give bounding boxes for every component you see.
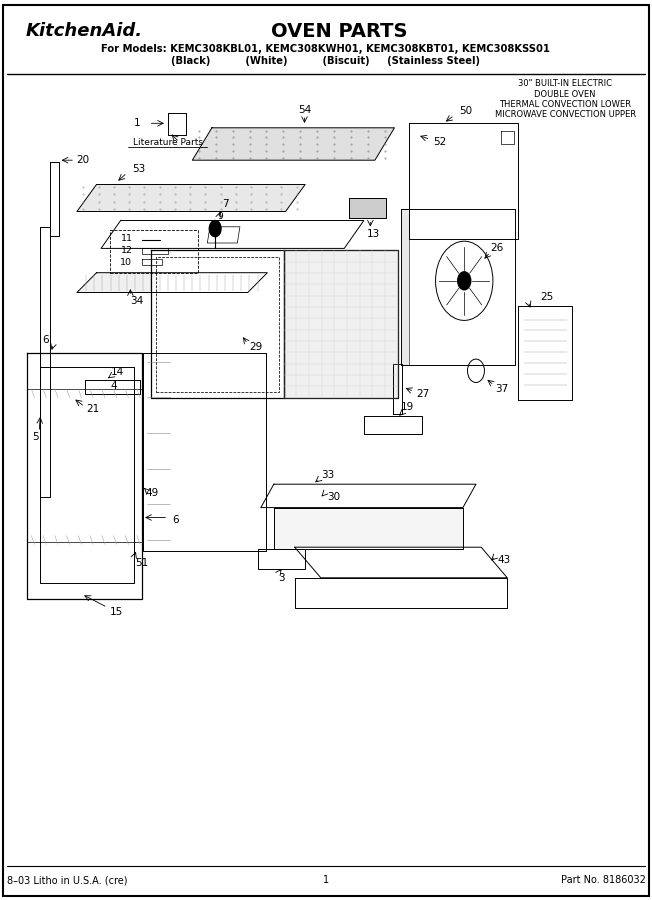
Circle shape <box>458 272 471 290</box>
Text: 37: 37 <box>496 383 509 394</box>
Text: 43: 43 <box>497 554 511 565</box>
Text: 21: 21 <box>86 404 99 415</box>
Text: 51: 51 <box>136 557 149 568</box>
Text: 30: 30 <box>327 491 340 502</box>
Polygon shape <box>284 250 398 398</box>
Polygon shape <box>295 578 507 608</box>
Polygon shape <box>50 162 59 236</box>
Text: 50: 50 <box>460 105 473 116</box>
Polygon shape <box>401 209 409 364</box>
Text: Part No. 8186032: Part No. 8186032 <box>561 875 645 886</box>
Text: 1: 1 <box>323 875 329 886</box>
Text: 14: 14 <box>111 366 124 377</box>
Text: 49: 49 <box>145 488 158 499</box>
Polygon shape <box>295 547 507 578</box>
Polygon shape <box>258 549 305 569</box>
Polygon shape <box>151 250 284 398</box>
Text: (Black)          (White)          (Biscuit)     (Stainless Steel): (Black) (White) (Biscuit) (Stainless Ste… <box>171 56 481 67</box>
Polygon shape <box>261 484 476 508</box>
Text: 4: 4 <box>110 381 117 392</box>
Text: Literature Parts: Literature Parts <box>132 138 203 147</box>
Text: 33: 33 <box>321 470 334 481</box>
Text: 5: 5 <box>32 431 38 442</box>
Text: 19: 19 <box>401 401 414 412</box>
Text: 12: 12 <box>121 246 133 255</box>
Text: 29: 29 <box>250 342 263 353</box>
Text: 20: 20 <box>76 155 89 166</box>
Text: 26: 26 <box>490 243 503 254</box>
Text: 34: 34 <box>130 296 143 307</box>
Text: 25: 25 <box>540 292 553 302</box>
Text: 54: 54 <box>298 104 311 115</box>
Polygon shape <box>401 209 515 364</box>
Circle shape <box>209 220 221 237</box>
Bar <box>156 256 279 392</box>
Text: 3: 3 <box>278 572 285 583</box>
Text: KitchenAid.: KitchenAid. <box>26 22 143 40</box>
Text: 53: 53 <box>132 164 145 175</box>
Text: 6: 6 <box>42 335 49 346</box>
Polygon shape <box>393 364 402 414</box>
Polygon shape <box>274 508 463 549</box>
Text: 9: 9 <box>218 212 223 221</box>
Polygon shape <box>101 220 364 248</box>
Polygon shape <box>77 184 305 212</box>
Text: 1: 1 <box>134 118 140 129</box>
Bar <box>110 230 198 273</box>
Polygon shape <box>27 353 142 598</box>
Text: 27: 27 <box>416 389 429 400</box>
Polygon shape <box>168 112 186 135</box>
Text: 11: 11 <box>121 234 133 243</box>
Polygon shape <box>364 416 422 434</box>
Text: 10: 10 <box>120 258 132 267</box>
Polygon shape <box>349 198 386 218</box>
Text: 52: 52 <box>434 137 447 148</box>
Text: For Models: KEMC308KBL01, KEMC308KWH01, KEMC308KBT01, KEMC308KSS01: For Models: KEMC308KBL01, KEMC308KWH01, … <box>102 43 550 54</box>
Text: OVEN PARTS: OVEN PARTS <box>271 22 408 41</box>
Text: 8–03 Litho in U.S.A. (cre): 8–03 Litho in U.S.A. (cre) <box>7 875 127 886</box>
Polygon shape <box>518 306 572 400</box>
Text: 30" BUILT-IN ELECTRIC
DOUBLE OVEN
THERMAL CONVECTION LOWER
MICROWAVE CONVECTION : 30" BUILT-IN ELECTRIC DOUBLE OVEN THERMA… <box>495 79 636 120</box>
Text: 13: 13 <box>366 229 379 239</box>
Polygon shape <box>77 273 267 292</box>
Polygon shape <box>40 227 50 497</box>
Text: 6: 6 <box>173 515 179 526</box>
Polygon shape <box>192 128 394 160</box>
Text: 15: 15 <box>110 607 123 617</box>
Text: 7: 7 <box>222 199 228 210</box>
Polygon shape <box>409 123 518 238</box>
